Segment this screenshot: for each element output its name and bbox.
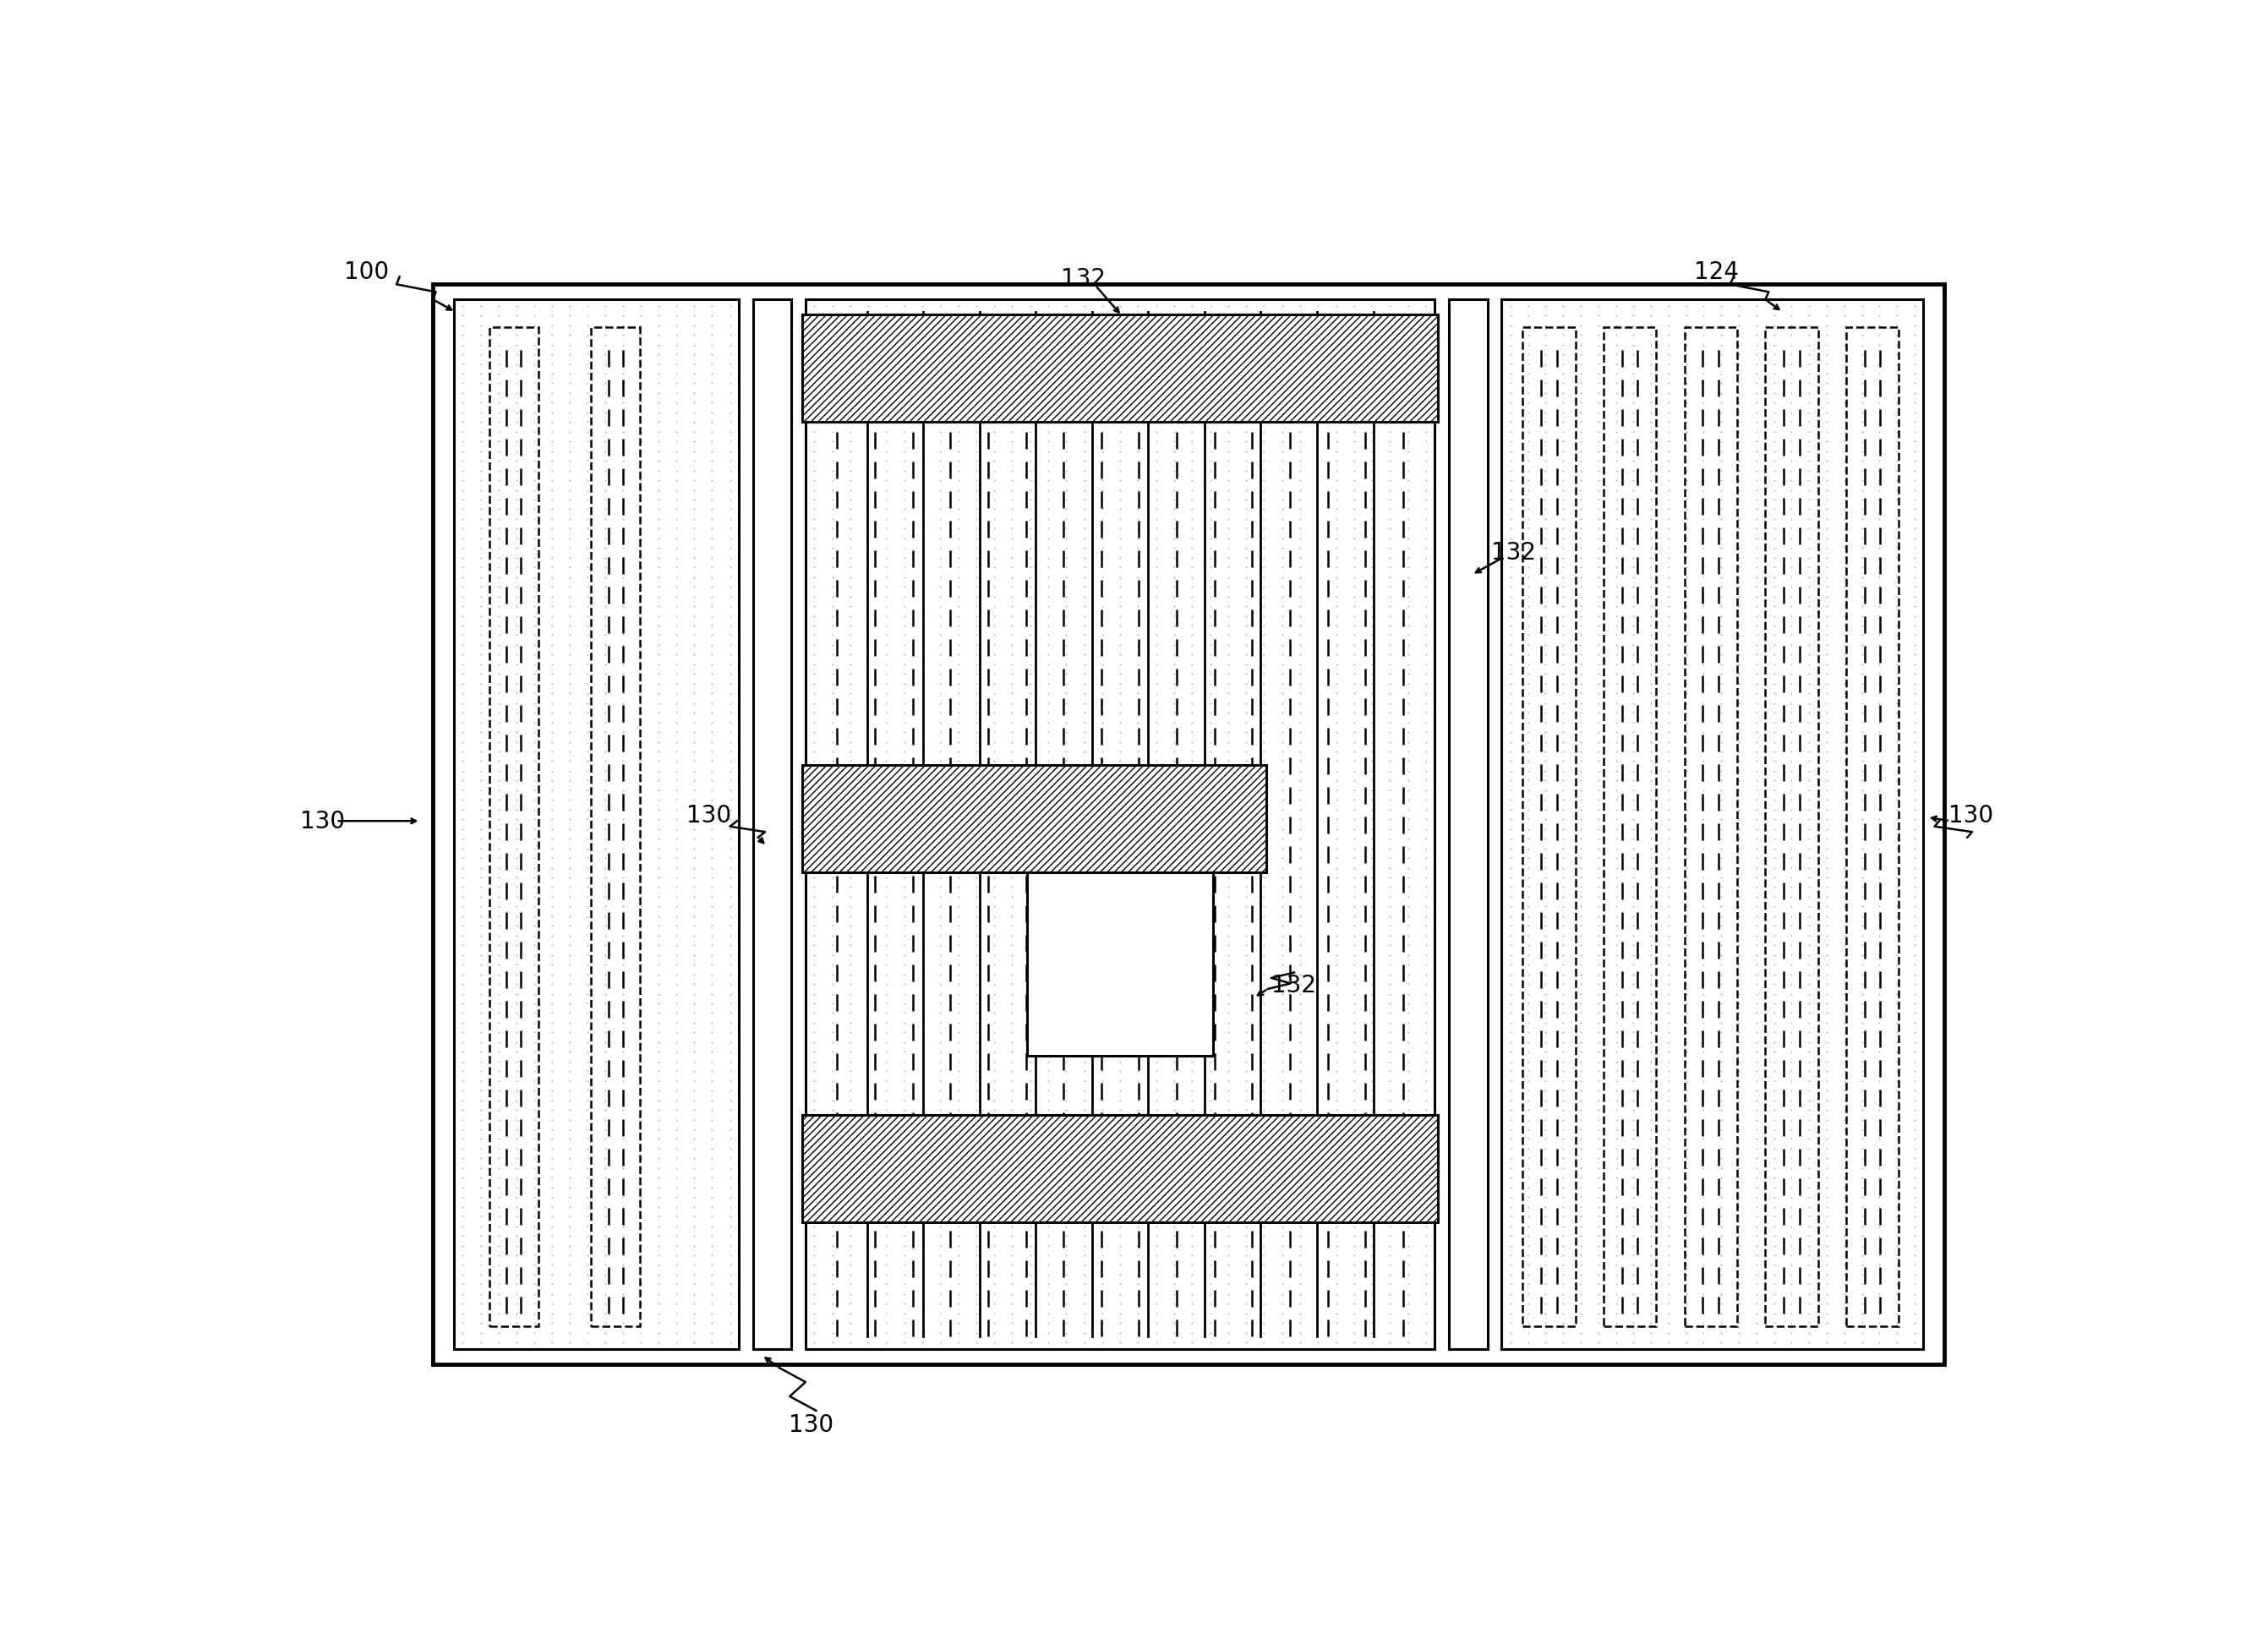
- Bar: [454, 300, 739, 1349]
- Text: 130: 130: [1948, 803, 1994, 828]
- Text: 132: 132: [1272, 974, 1318, 997]
- Bar: [1685, 328, 1737, 1326]
- Text: 132: 132: [1061, 267, 1107, 290]
- Text: 130: 130: [299, 810, 345, 833]
- Text: 132: 132: [1492, 541, 1535, 564]
- Bar: [1522, 328, 1576, 1326]
- Bar: [805, 300, 1436, 1349]
- Text: 124: 124: [1694, 261, 1737, 284]
- Bar: [1765, 328, 1819, 1326]
- Bar: [803, 765, 1266, 874]
- Bar: [1449, 300, 1488, 1349]
- Bar: [1027, 874, 1213, 1056]
- Bar: [753, 300, 792, 1349]
- Bar: [592, 328, 640, 1326]
- Bar: [1501, 300, 1923, 1349]
- Text: 100: 100: [345, 261, 388, 284]
- Bar: [1846, 328, 1898, 1326]
- Bar: [803, 1116, 1438, 1223]
- Bar: [803, 315, 1438, 423]
- Bar: [490, 328, 538, 1326]
- Text: 130: 130: [789, 1413, 832, 1436]
- Bar: [433, 285, 1944, 1364]
- Text: 130: 130: [687, 803, 730, 828]
- Bar: [1603, 328, 1656, 1326]
